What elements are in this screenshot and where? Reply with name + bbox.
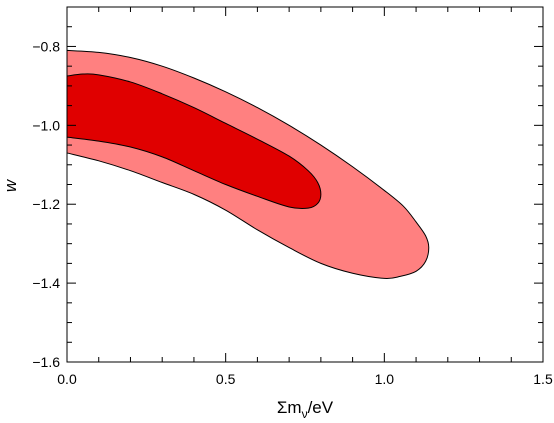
y-tick-label: −1.0 <box>32 117 60 133</box>
x-tick-label: 1.0 <box>375 371 395 387</box>
axis-tick-labels: 0.0 0.5 1.0 1.5 −1.6 −1.4 −1.2 −1.0 −0.8 <box>32 38 553 387</box>
y-tick-label: −0.8 <box>32 38 60 54</box>
x-tick-label: 0.0 <box>57 371 77 387</box>
axis-ticks <box>66 6 544 363</box>
inner-contour-68 <box>66 73 322 210</box>
x-tick-label: 1.5 <box>533 371 553 387</box>
x-axis-label: Σmν/eV <box>277 398 334 421</box>
y-tick-label: −1.2 <box>32 196 60 212</box>
x-tick-label: 0.5 <box>216 371 236 387</box>
contour-regions <box>66 49 430 279</box>
y-axis-label: w <box>1 178 20 192</box>
y-tick-label: −1.6 <box>32 354 60 370</box>
y-tick-label: −1.4 <box>32 275 60 291</box>
